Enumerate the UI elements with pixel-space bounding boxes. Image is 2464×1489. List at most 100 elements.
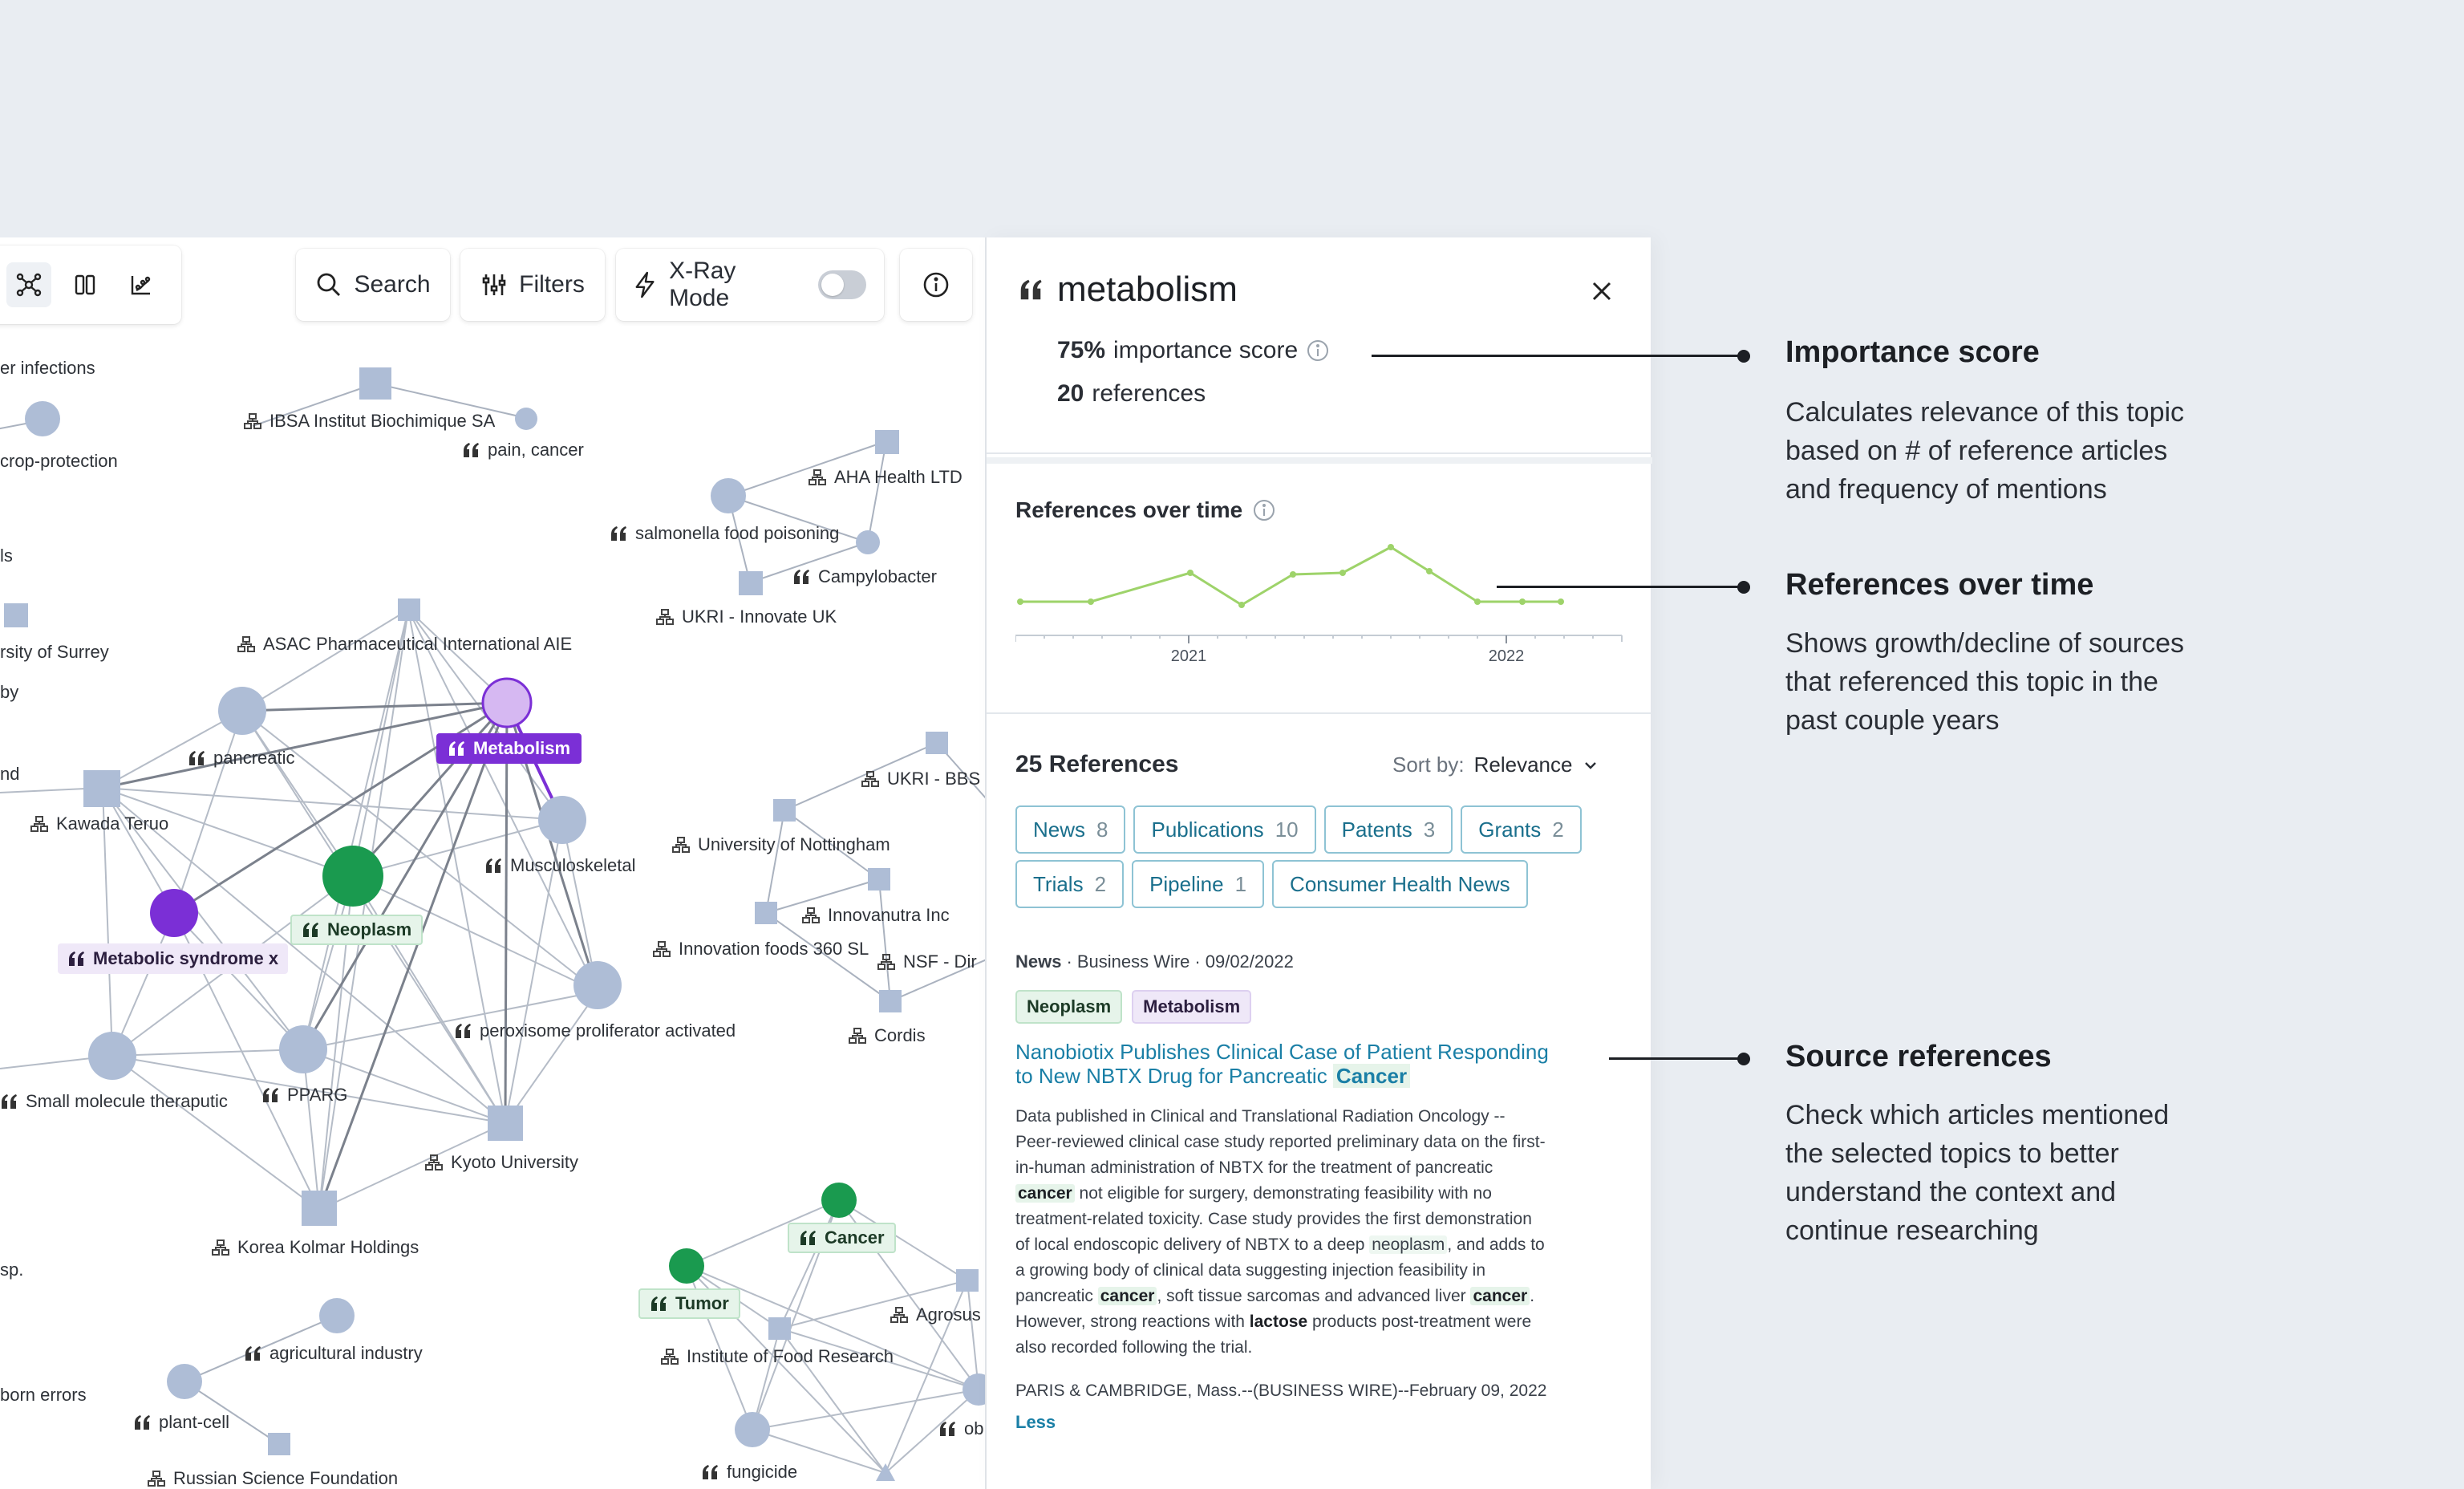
label-asac[interactable]: ASAC Pharmaceutical International AIE (237, 634, 572, 655)
label-metabolism[interactable]: Metabolism (436, 733, 582, 764)
node-kyoto (488, 1106, 523, 1141)
article-title-link[interactable]: Nanobiotix Publishes Clinical Case of Pa… (1015, 1040, 1549, 1088)
label-nd[interactable]: nd (0, 764, 20, 784)
chip-trials[interactable]: Trials 2 (1015, 860, 1125, 908)
label-crop[interactable]: crop-protection (0, 451, 118, 471)
chip-consumer-health-news[interactable]: Consumer Health News (1272, 860, 1528, 908)
label-kawada[interactable]: Kawada Teruo (30, 813, 168, 834)
graph-nodes[interactable] (4, 367, 985, 1481)
label-ukri-innovate[interactable]: UKRI - Innovate UK (656, 607, 837, 627)
label-fungicide[interactable]: fungicide (701, 1462, 797, 1483)
chip-patents[interactable]: Patents 3 (1323, 805, 1453, 854)
label-innovation-foods[interactable]: Innovation foods 360 SL (653, 939, 869, 960)
network-view-button[interactable] (6, 262, 51, 307)
label-pain-cancer[interactable]: pain, cancer (462, 440, 584, 460)
org-icon (661, 1349, 679, 1365)
label-infections[interactable]: er infections (0, 358, 95, 378)
label-born-errors[interactable]: born errors (0, 1385, 87, 1405)
tag-neoplasm[interactable]: Neoplasm (1015, 990, 1123, 1024)
less-link[interactable]: Less (1015, 1412, 1056, 1432)
close-icon[interactable] (1590, 279, 1614, 303)
label-agricultural[interactable]: agricultural industry (244, 1343, 423, 1364)
node-cancer (821, 1183, 857, 1218)
label-cancer[interactable]: Cancer (788, 1223, 896, 1253)
sort-label: Sort by: (1392, 753, 1465, 777)
org-icon (212, 1239, 229, 1256)
label-nottingham[interactable]: University of Nottingham (672, 834, 890, 855)
quote-icon (135, 1415, 150, 1430)
node-nottingham (773, 799, 796, 822)
node-innovation-foods (755, 902, 777, 924)
node-campylobacter-top (856, 530, 880, 554)
label-pparg[interactable]: PPARG (261, 1085, 347, 1106)
label-cordis[interactable]: Cordis (849, 1025, 926, 1046)
label-by[interactable]: by (0, 682, 19, 702)
label-musculoskeletal[interactable]: Musculoskeletal (484, 855, 636, 876)
label-aha[interactable]: AHA Health LTD (808, 467, 962, 488)
org-icon (237, 636, 255, 652)
label-innovanutra[interactable]: Innovanutra Inc (802, 905, 950, 926)
label-ob[interactable]: ob (938, 1418, 983, 1439)
article-date: 09/02/2022 (1205, 951, 1294, 972)
reference-article: News · Business Wire · 09/02/2022 Neopla… (1015, 951, 1641, 1433)
quote-icon (464, 443, 479, 457)
chip-grants[interactable]: Grants 2 (1461, 805, 1582, 854)
label-pancreatic[interactable]: pancreatic (188, 748, 295, 769)
label-plant-cell[interactable]: plant-cell (133, 1412, 229, 1433)
quote-icon (611, 526, 626, 541)
chart-view-button[interactable] (119, 262, 164, 307)
label-russian[interactable]: Russian Science Foundation (148, 1468, 398, 1489)
filters-button[interactable]: Filters (460, 249, 605, 321)
graph-canvas[interactable]: er infections IBSA Institut Biochimique … (0, 237, 985, 1489)
label-agrosus[interactable]: Agrosus (890, 1304, 981, 1325)
label-ukri-bbs[interactable]: UKRI - BBS (861, 769, 980, 789)
label-salmonella[interactable]: salmonella food poisoning (610, 523, 839, 544)
network-graph[interactable] (0, 237, 985, 1489)
label-campylobacter[interactable]: Campylobacter (792, 566, 937, 587)
org-icon (425, 1154, 443, 1171)
label-korea-kolmar[interactable]: Korea Kolmar Holdings (212, 1237, 419, 1258)
node-agrosus (956, 1269, 979, 1292)
references-over-time: References over time 2021 2022 (987, 457, 1652, 714)
article-meta: News · Business Wire · 09/02/2022 (1015, 951, 1294, 972)
chip-publications[interactable]: Publications 10 (1133, 805, 1316, 854)
topic-title: metabolism (1057, 270, 1238, 309)
node-metabolic-syndrome (150, 889, 198, 937)
quote-icon (449, 741, 464, 756)
quote-icon (800, 1231, 816, 1245)
tag-metabolism[interactable]: Metabolism (1132, 990, 1252, 1024)
label-ls[interactable]: ls (0, 546, 13, 566)
org-icon (808, 469, 826, 485)
chart-x-label-2022: 2022 (1489, 647, 1525, 664)
chip-news[interactable]: News 8 (1015, 805, 1126, 854)
org-icon (30, 816, 48, 832)
chevron-down-icon (1585, 761, 1597, 769)
label-sp[interactable]: sp. (0, 1260, 24, 1280)
chip-pipeline[interactable]: Pipeline 1 (1132, 860, 1265, 908)
label-peroxisome[interactable]: peroxisome proliferator activated (454, 1020, 736, 1041)
quote-icon (940, 1422, 955, 1436)
xray-mode-label: X-Ray Mode (669, 258, 736, 311)
label-surrey[interactable]: rsity of Surrey (0, 642, 109, 662)
scatter-chart-icon (131, 276, 151, 295)
sort-control[interactable]: Sort by: Relevance (1392, 753, 1599, 777)
columns-view-button[interactable] (63, 262, 107, 307)
importance-label: importance score (1113, 337, 1299, 363)
label-food-research[interactable]: Institute of Food Research (661, 1346, 894, 1367)
label-neoplasm[interactable]: Neoplasm (290, 915, 424, 945)
node-innovanutra (868, 868, 890, 891)
label-kyoto[interactable]: Kyoto University (425, 1152, 578, 1173)
label-ibsa[interactable]: IBSA Institut Biochimique SA (244, 411, 495, 432)
label-nsf[interactable]: NSF - Dir (877, 951, 977, 972)
info-icon[interactable] (1252, 498, 1276, 522)
label-small-molecule[interactable]: Small molecule theraputic (0, 1091, 228, 1112)
node-agricultural (319, 1298, 355, 1333)
label-tumor[interactable]: Tumor (638, 1288, 740, 1319)
xray-mode-toggle[interactable] (818, 270, 866, 299)
info-button[interactable] (900, 249, 972, 321)
node-kawada (83, 770, 120, 807)
article-source: Business Wire (1076, 951, 1190, 972)
search-button[interactable]: Search (296, 249, 450, 321)
label-metabolic-syndrome[interactable]: Metabolic syndrome x (58, 943, 289, 974)
info-icon[interactable] (1306, 339, 1330, 363)
